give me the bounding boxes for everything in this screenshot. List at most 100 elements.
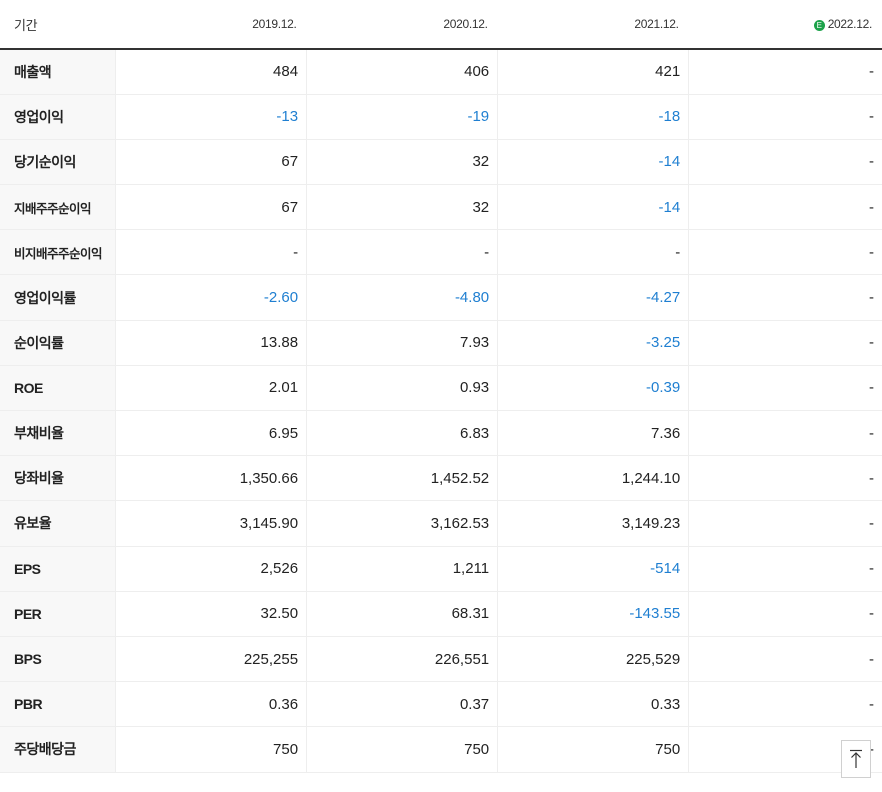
value-cell: - (688, 409, 882, 457)
period-2022: E 2022.12. (688, 0, 882, 50)
value-cell: 226,551 (306, 636, 499, 683)
value-cell: -4.27 (497, 274, 690, 321)
value-cell: -143.55 (497, 591, 690, 637)
value-cell: - (688, 274, 882, 321)
value-cell: - (688, 320, 882, 366)
row-label: 주당배당금 (0, 726, 117, 773)
value-cell: -514 (497, 545, 690, 592)
table-row: 당좌비율 1,350.66 1,452.52 1,244.10- (0, 455, 882, 502)
value-cell: 1,244.10 (497, 455, 690, 502)
value-cell: 13.88 (115, 320, 308, 366)
row-label: 지배주주순이익 (0, 184, 117, 231)
value-cell: 484 (115, 49, 308, 95)
value-cell: 7.36 (497, 409, 690, 457)
value-cell: 225,255 (115, 636, 308, 683)
table-row: PBR 0.36 0.37 0.33- (0, 681, 882, 728)
row-label: PBR (0, 681, 117, 728)
value-cell: 0.36 (115, 681, 308, 728)
row-label: 영업이익 (0, 94, 117, 140)
value-cell: 1,452.52 (306, 455, 499, 502)
row-label: 당기순이익 (0, 139, 117, 186)
value-cell: 1,350.66 (115, 455, 308, 502)
value-cell: -2.60 (115, 274, 308, 321)
table-row: BPS 225,255 226,551 225,529- (0, 636, 882, 683)
value-cell: -19 (306, 94, 499, 140)
value-cell: 750 (115, 726, 308, 773)
value-cell: 7.93 (306, 320, 499, 366)
value-cell: 67 (115, 184, 308, 231)
value-cell: 67 (115, 139, 308, 186)
table-row: EPS 2,526 1,211 -514- (0, 545, 882, 592)
value-cell: 2,526 (115, 545, 308, 592)
value-cell: 0.33 (497, 681, 690, 728)
table-row: 순이익률 13.88 7.93 -3.25- (0, 320, 882, 366)
value-cell: 6.95 (115, 409, 308, 457)
estimate-icon: E (813, 20, 825, 31)
value-cell: - (115, 229, 308, 276)
value-cell: - (688, 545, 882, 592)
period-2020: 2020.12. (306, 0, 498, 50)
value-cell: 0.37 (306, 681, 499, 728)
table-row: 유보율 3,145.90 3,162.53 3,149.23- (0, 500, 882, 547)
row-label: 영업이익률 (0, 274, 117, 321)
period-2021: 2021.12. (497, 0, 689, 50)
value-cell: - (688, 591, 882, 637)
scroll-top-button[interactable] (841, 740, 871, 778)
value-cell: 3,162.53 (306, 500, 499, 547)
row-label: 순이익률 (0, 320, 117, 366)
value-cell: -14 (497, 184, 690, 231)
header-row: 기간 2019.12. 2020.12. 2021.12. E 2022.12. (0, 0, 882, 50)
row-label: EPS (0, 545, 117, 592)
table-row: 주당배당금 750 750 750- (0, 726, 882, 773)
row-label: 유보율 (0, 500, 117, 547)
row-label: 부채비율 (0, 409, 117, 457)
value-cell: - (688, 229, 882, 276)
table-row: ROE 2.01 0.93 -0.39- (0, 365, 882, 412)
table-row: 영업이익률 -2.60 -4.80 -4.27- (0, 274, 882, 321)
value-cell: - (688, 139, 882, 186)
value-cell: 6.83 (306, 409, 499, 457)
value-cell: 32.50 (115, 591, 308, 637)
value-cell: -18 (497, 94, 690, 140)
row-label: 비지배주주순이익 (0, 229, 117, 276)
row-label: 당좌비율 (0, 455, 117, 502)
period-2022-label: 2022.12. (827, 17, 873, 31)
table-row: 비지배주주순이익 - - - - (0, 229, 882, 276)
value-cell: 2.01 (115, 365, 308, 412)
value-cell: 750 (497, 726, 690, 773)
table-row: 매출액 484 406 421- (0, 49, 882, 95)
row-label: 매출액 (0, 49, 117, 95)
period-header-label: 기간 (0, 0, 116, 50)
table-row: PER 32.50 68.31 -143.55- (0, 591, 882, 637)
value-cell: - (688, 365, 882, 412)
value-cell: - (688, 49, 882, 95)
value-cell: - (688, 681, 882, 728)
value-cell: -13 (115, 94, 308, 140)
period-2019: 2019.12. (115, 0, 307, 50)
value-cell: 32 (306, 184, 499, 231)
value-cell: 750 (306, 726, 499, 773)
value-cell: 406 (306, 49, 499, 95)
value-cell: - (688, 500, 882, 547)
value-cell: -0.39 (497, 365, 690, 412)
value-cell: -14 (497, 139, 690, 186)
value-cell: - (688, 455, 882, 502)
value-cell: - (688, 636, 882, 683)
value-cell: 421 (497, 49, 690, 95)
value-cell: - (688, 184, 882, 231)
financial-summary-table: 기간 2019.12. 2020.12. 2021.12. E 2022.12. … (0, 0, 882, 773)
value-cell: -4.80 (306, 274, 499, 321)
table-row: 당기순이익 67 32 -14- (0, 139, 882, 186)
value-cell: - (497, 229, 690, 276)
value-cell: 32 (306, 139, 499, 186)
value-cell: - (688, 94, 882, 140)
value-cell: 0.93 (306, 365, 499, 412)
table-row: 영업이익 -13 -19 -18- (0, 94, 882, 140)
value-cell: 3,145.90 (115, 500, 308, 547)
value-cell: 68.31 (306, 591, 499, 637)
value-cell: 225,529 (497, 636, 690, 683)
table-row: 지배주주순이익 67 32 -14- (0, 184, 882, 231)
arrow-up-icon (850, 749, 862, 768)
row-label: ROE (0, 365, 117, 412)
value-cell: 3,149.23 (497, 500, 690, 547)
